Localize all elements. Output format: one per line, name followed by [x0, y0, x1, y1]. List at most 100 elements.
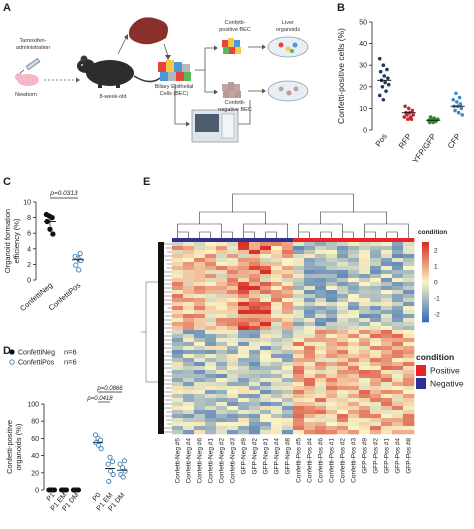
- heatmap-cell: [392, 278, 404, 283]
- heatmap-cell: [183, 414, 195, 419]
- y-axis-label: Confetti-positive cells (%): [336, 28, 346, 124]
- heatmap-cell: [337, 274, 349, 279]
- heatmap-cell: [194, 242, 206, 247]
- data-point: [380, 85, 385, 89]
- heatmap-cell: [282, 334, 294, 339]
- heatmap-cell: [304, 306, 316, 311]
- heatmap-cell: [392, 258, 404, 263]
- column-label: Confetti-Neg #3: [230, 438, 237, 484]
- heatmap-cell: [227, 382, 239, 387]
- heatmap-cell: [216, 370, 228, 375]
- heatmap-cell: [381, 354, 393, 359]
- heatmap-cell: [205, 286, 217, 291]
- color-scale-swatch: [422, 306, 429, 309]
- heatmap-cell: [227, 286, 239, 291]
- heatmap-cell: [183, 398, 195, 403]
- heatmap-cell: [348, 330, 360, 335]
- heatmap-cell: [370, 286, 382, 291]
- heatmap-cell: [194, 278, 206, 283]
- heatmap-cell: [249, 258, 261, 263]
- heatmap-cell: [403, 422, 415, 427]
- heatmap-cell: [227, 250, 239, 255]
- data-point: [377, 93, 382, 98]
- heatmap-cell: [304, 398, 316, 403]
- heatmap-cell: [315, 342, 327, 347]
- heatmap-cell: [337, 306, 349, 311]
- heatmap-cell: [194, 422, 206, 427]
- heatmap-cell: [381, 314, 393, 319]
- heatmap-cell: [403, 306, 415, 311]
- heatmap-cell: [172, 278, 184, 283]
- heatmap-cell: [348, 310, 360, 315]
- heatmap-cell: [337, 322, 349, 327]
- heatmap-cell: [392, 250, 404, 255]
- heatmap-cell: [282, 290, 294, 295]
- heatmap-cell: [381, 290, 393, 295]
- heatmap-cell: [293, 382, 305, 387]
- heatmap-cell: [216, 290, 228, 295]
- heatmap-cell: [249, 278, 261, 283]
- heatmap-cell: [304, 334, 316, 339]
- heatmap-cell: [403, 346, 415, 351]
- heatmap-cell: [337, 262, 349, 267]
- heatmap-cell: [381, 350, 393, 355]
- heatmap-cell: [205, 294, 217, 299]
- heatmap-cell: [293, 346, 305, 351]
- heatmap-cell: [227, 350, 239, 355]
- y-tick-label: 0: [363, 128, 367, 135]
- heatmap-cell: [403, 290, 415, 295]
- data-point: [76, 267, 82, 273]
- heatmap-cell: [304, 354, 316, 359]
- color-scale-swatch: [422, 292, 429, 296]
- heatmap-cell: [205, 410, 217, 415]
- heatmap-cell: [348, 254, 360, 259]
- heatmap-cell: [227, 278, 239, 283]
- heatmap-cell: [315, 262, 327, 267]
- heatmap-cell: [392, 358, 404, 363]
- heatmap-cell: [282, 302, 294, 307]
- heatmap-cell: [337, 310, 349, 315]
- heatmap-cell: [326, 278, 338, 283]
- heatmap-cell: [326, 262, 338, 267]
- heatmap-cell: [183, 306, 195, 311]
- heatmap-cell: [282, 430, 294, 435]
- heatmap-cell: [227, 378, 239, 383]
- heatmap-cell: [194, 346, 206, 351]
- heatmap-cell: [348, 418, 360, 423]
- heatmap-cell: [238, 406, 250, 411]
- heatmap-cell: [205, 366, 217, 371]
- heatmap-cell: [293, 246, 305, 251]
- heatmap-cell: [194, 314, 206, 319]
- color-scale-swatch: [422, 300, 429, 304]
- color-scale-swatch: [422, 255, 429, 259]
- heatmap-cell: [359, 330, 371, 335]
- heatmap-cell: [348, 426, 360, 431]
- heatmap-cell: [238, 426, 250, 431]
- heatmap-cell: [260, 354, 272, 359]
- heatmap-cell: [326, 418, 338, 423]
- heatmap-cell: [392, 414, 404, 419]
- heatmap-cell: [271, 322, 283, 327]
- heatmap-cell: [282, 358, 294, 363]
- heatmap-cell: [403, 278, 415, 283]
- heatmap-cell: [194, 430, 206, 435]
- heatmap-cell: [392, 374, 404, 379]
- heatmap-cell: [326, 274, 338, 279]
- heatmap-cell: [326, 286, 338, 291]
- heatmap-cell: [216, 282, 228, 287]
- organoids-label: Liver organoids: [275, 20, 301, 33]
- y-axis-label: Confetti-positiveorganoids (%): [5, 420, 23, 474]
- heatmap-cell: [183, 258, 195, 263]
- heatmap-cell: [227, 322, 239, 327]
- heatmap-cell: [238, 338, 250, 343]
- heatmap-cell: [271, 250, 283, 255]
- color-scale-swatch: [422, 244, 429, 248]
- heatmap-cell: [205, 430, 217, 435]
- heatmap-cell: [304, 422, 316, 427]
- heatmap-cell: [183, 422, 195, 427]
- heatmap-cell: [370, 278, 382, 283]
- heatmap-cell: [403, 366, 415, 371]
- heatmap-cell: [249, 414, 261, 419]
- heatmap-cell: [271, 326, 283, 331]
- heatmap-cell: [271, 346, 283, 351]
